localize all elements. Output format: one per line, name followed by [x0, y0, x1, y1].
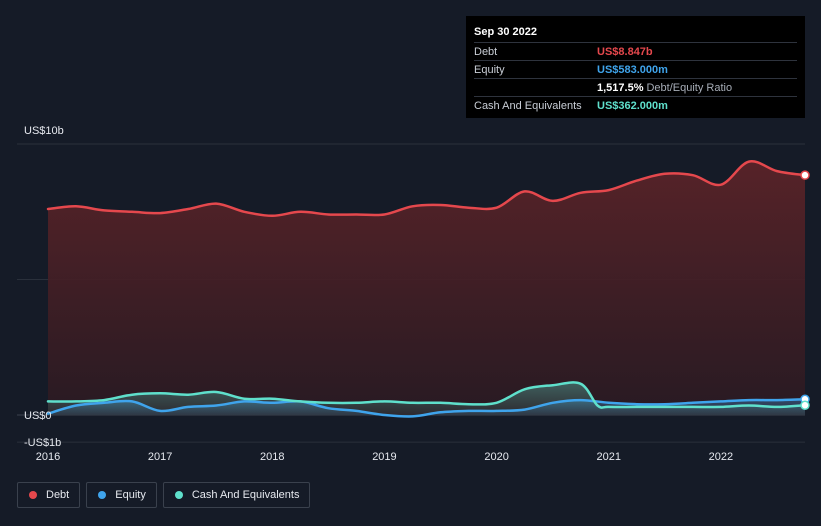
x-tick-label-2017: 2017: [148, 451, 172, 463]
tooltip-equity-label: Equity: [474, 63, 505, 76]
y-tick-label-1: US$0: [24, 410, 52, 422]
y-tick-label-2: -US$1b: [24, 437, 61, 449]
equity-line: [46, 398, 807, 418]
legend-item-equity[interactable]: Equity: [86, 482, 157, 508]
tooltip-row-ratio: 1,517.5% Debt/Equity Ratio: [474, 78, 797, 96]
hover-tooltip: Sep 30 2022 Debt US$8.847b Equity US$583…: [466, 16, 805, 118]
x-tick-label-2018: 2018: [260, 451, 284, 463]
tooltip-ratio-value: 1,517.5%: [597, 81, 644, 94]
tooltip-cash-value: US$362.000m: [597, 99, 668, 112]
tooltip-row-cash: Cash And Equivalents US$362.000m: [474, 96, 797, 114]
tooltip-row-debt: Debt US$8.847b: [474, 42, 797, 60]
cash-area: [48, 382, 805, 415]
series-lines: [46, 160, 807, 418]
x-tick-label-2020: 2020: [484, 451, 508, 463]
y-axis-labels: US$10b US$0 -US$1b: [24, 125, 64, 449]
legend-equity-label: Equity: [115, 489, 146, 501]
debt-line: [46, 160, 807, 218]
cash-line: [46, 381, 807, 409]
debt-area: [48, 161, 805, 415]
x-tick-label-2019: 2019: [372, 451, 396, 463]
equity-dot-icon: [98, 491, 107, 499]
x-tick-label-2021: 2021: [596, 451, 620, 463]
end-markers: [800, 170, 810, 410]
x-tick-label-2016: 2016: [36, 451, 60, 463]
tooltip-ratio-label: Debt/Equity Ratio: [646, 81, 733, 94]
tooltip-debt-label: Debt: [474, 45, 498, 58]
y-tick-label-0: US$10b: [24, 125, 64, 137]
debt-dot-icon: [29, 491, 37, 499]
legend-item-debt[interactable]: Debt: [17, 482, 81, 508]
debt-end-marker: [800, 170, 810, 180]
tooltip-equity-value: US$583.000m: [597, 63, 668, 76]
cash-end-marker: [800, 400, 810, 410]
legend-cash-label: Cash And Equivalents: [191, 489, 300, 501]
x-tick-label-2022: 2022: [709, 451, 733, 463]
legend-debt-label: Debt: [46, 489, 70, 501]
tooltip-date: Sep 30 2022: [474, 26, 537, 38]
cash-dot-icon: [174, 491, 183, 499]
tooltip-row-equity: Equity US$583.000m: [474, 60, 797, 78]
legend-item-cash[interactable]: Cash And Equivalents: [162, 482, 311, 508]
tooltip-debt-value: US$8.847b: [597, 45, 653, 58]
series-areas: [48, 161, 805, 417]
chart-legend: Debt Equity Cash And Equivalents: [17, 482, 311, 508]
x-axis-labels: 2016 2017 2018 2019 2020 2021 2022: [36, 451, 733, 463]
tooltip-cash-label: Cash And Equivalents: [474, 99, 582, 112]
